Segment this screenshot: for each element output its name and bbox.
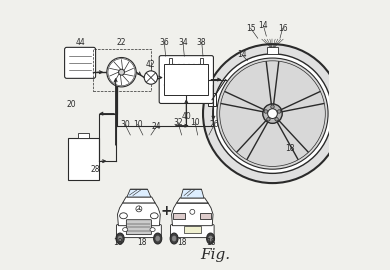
Circle shape — [119, 69, 124, 75]
Text: 40: 40 — [182, 112, 192, 121]
FancyBboxPatch shape — [164, 64, 208, 95]
Text: 15: 15 — [246, 23, 255, 33]
FancyBboxPatch shape — [169, 58, 172, 64]
Text: 36: 36 — [160, 38, 169, 46]
Text: 28: 28 — [90, 165, 99, 174]
Text: 22: 22 — [117, 38, 126, 46]
Text: 26: 26 — [209, 120, 219, 129]
Polygon shape — [172, 203, 213, 226]
FancyBboxPatch shape — [200, 213, 211, 219]
Circle shape — [263, 104, 282, 123]
Ellipse shape — [118, 236, 122, 241]
Circle shape — [267, 117, 270, 121]
FancyBboxPatch shape — [200, 58, 203, 64]
Polygon shape — [127, 189, 151, 197]
FancyBboxPatch shape — [345, 106, 354, 122]
Ellipse shape — [172, 236, 176, 241]
Text: 20: 20 — [66, 100, 76, 109]
FancyBboxPatch shape — [173, 213, 185, 219]
Text: 14: 14 — [237, 50, 246, 59]
Polygon shape — [181, 189, 204, 198]
Text: +: + — [160, 204, 172, 218]
FancyBboxPatch shape — [159, 56, 213, 103]
Text: Fig.: Fig. — [200, 248, 230, 262]
Circle shape — [203, 44, 342, 183]
Ellipse shape — [154, 233, 162, 244]
FancyBboxPatch shape — [170, 225, 214, 238]
Ellipse shape — [170, 233, 178, 244]
Circle shape — [107, 58, 136, 87]
Text: 10: 10 — [133, 120, 142, 129]
FancyBboxPatch shape — [117, 225, 161, 238]
Text: 16: 16 — [278, 23, 287, 33]
Polygon shape — [177, 198, 208, 203]
Text: 18: 18 — [177, 238, 187, 248]
Ellipse shape — [120, 213, 128, 219]
FancyBboxPatch shape — [208, 93, 216, 106]
Ellipse shape — [207, 233, 215, 244]
Text: 14: 14 — [259, 21, 268, 30]
FancyBboxPatch shape — [184, 226, 200, 233]
Circle shape — [268, 109, 277, 119]
FancyBboxPatch shape — [267, 47, 278, 54]
FancyBboxPatch shape — [78, 133, 89, 138]
Text: 30: 30 — [120, 120, 130, 129]
Text: 32: 32 — [173, 118, 183, 127]
Text: 38: 38 — [197, 38, 206, 46]
Ellipse shape — [151, 213, 158, 219]
Circle shape — [136, 206, 142, 212]
Ellipse shape — [116, 233, 124, 244]
Text: 18: 18 — [137, 238, 146, 248]
Text: 18: 18 — [206, 238, 215, 248]
Text: 24: 24 — [151, 123, 161, 131]
Text: 44: 44 — [75, 38, 85, 46]
Text: 18: 18 — [113, 238, 123, 248]
Circle shape — [275, 117, 278, 121]
Ellipse shape — [209, 236, 213, 241]
Text: 42: 42 — [146, 60, 156, 69]
Polygon shape — [122, 197, 155, 203]
FancyBboxPatch shape — [126, 220, 151, 235]
Text: 18: 18 — [285, 144, 294, 153]
Circle shape — [271, 105, 274, 109]
Text: 10: 10 — [190, 118, 200, 127]
Ellipse shape — [156, 236, 160, 241]
FancyBboxPatch shape — [65, 47, 96, 78]
Circle shape — [277, 110, 281, 113]
Circle shape — [264, 110, 268, 113]
Polygon shape — [117, 203, 160, 226]
Circle shape — [213, 54, 332, 173]
FancyBboxPatch shape — [68, 138, 99, 180]
Ellipse shape — [150, 228, 155, 232]
Circle shape — [217, 58, 328, 169]
Circle shape — [190, 209, 195, 214]
Text: 34: 34 — [178, 38, 188, 46]
Ellipse shape — [122, 228, 128, 232]
Circle shape — [144, 71, 158, 84]
